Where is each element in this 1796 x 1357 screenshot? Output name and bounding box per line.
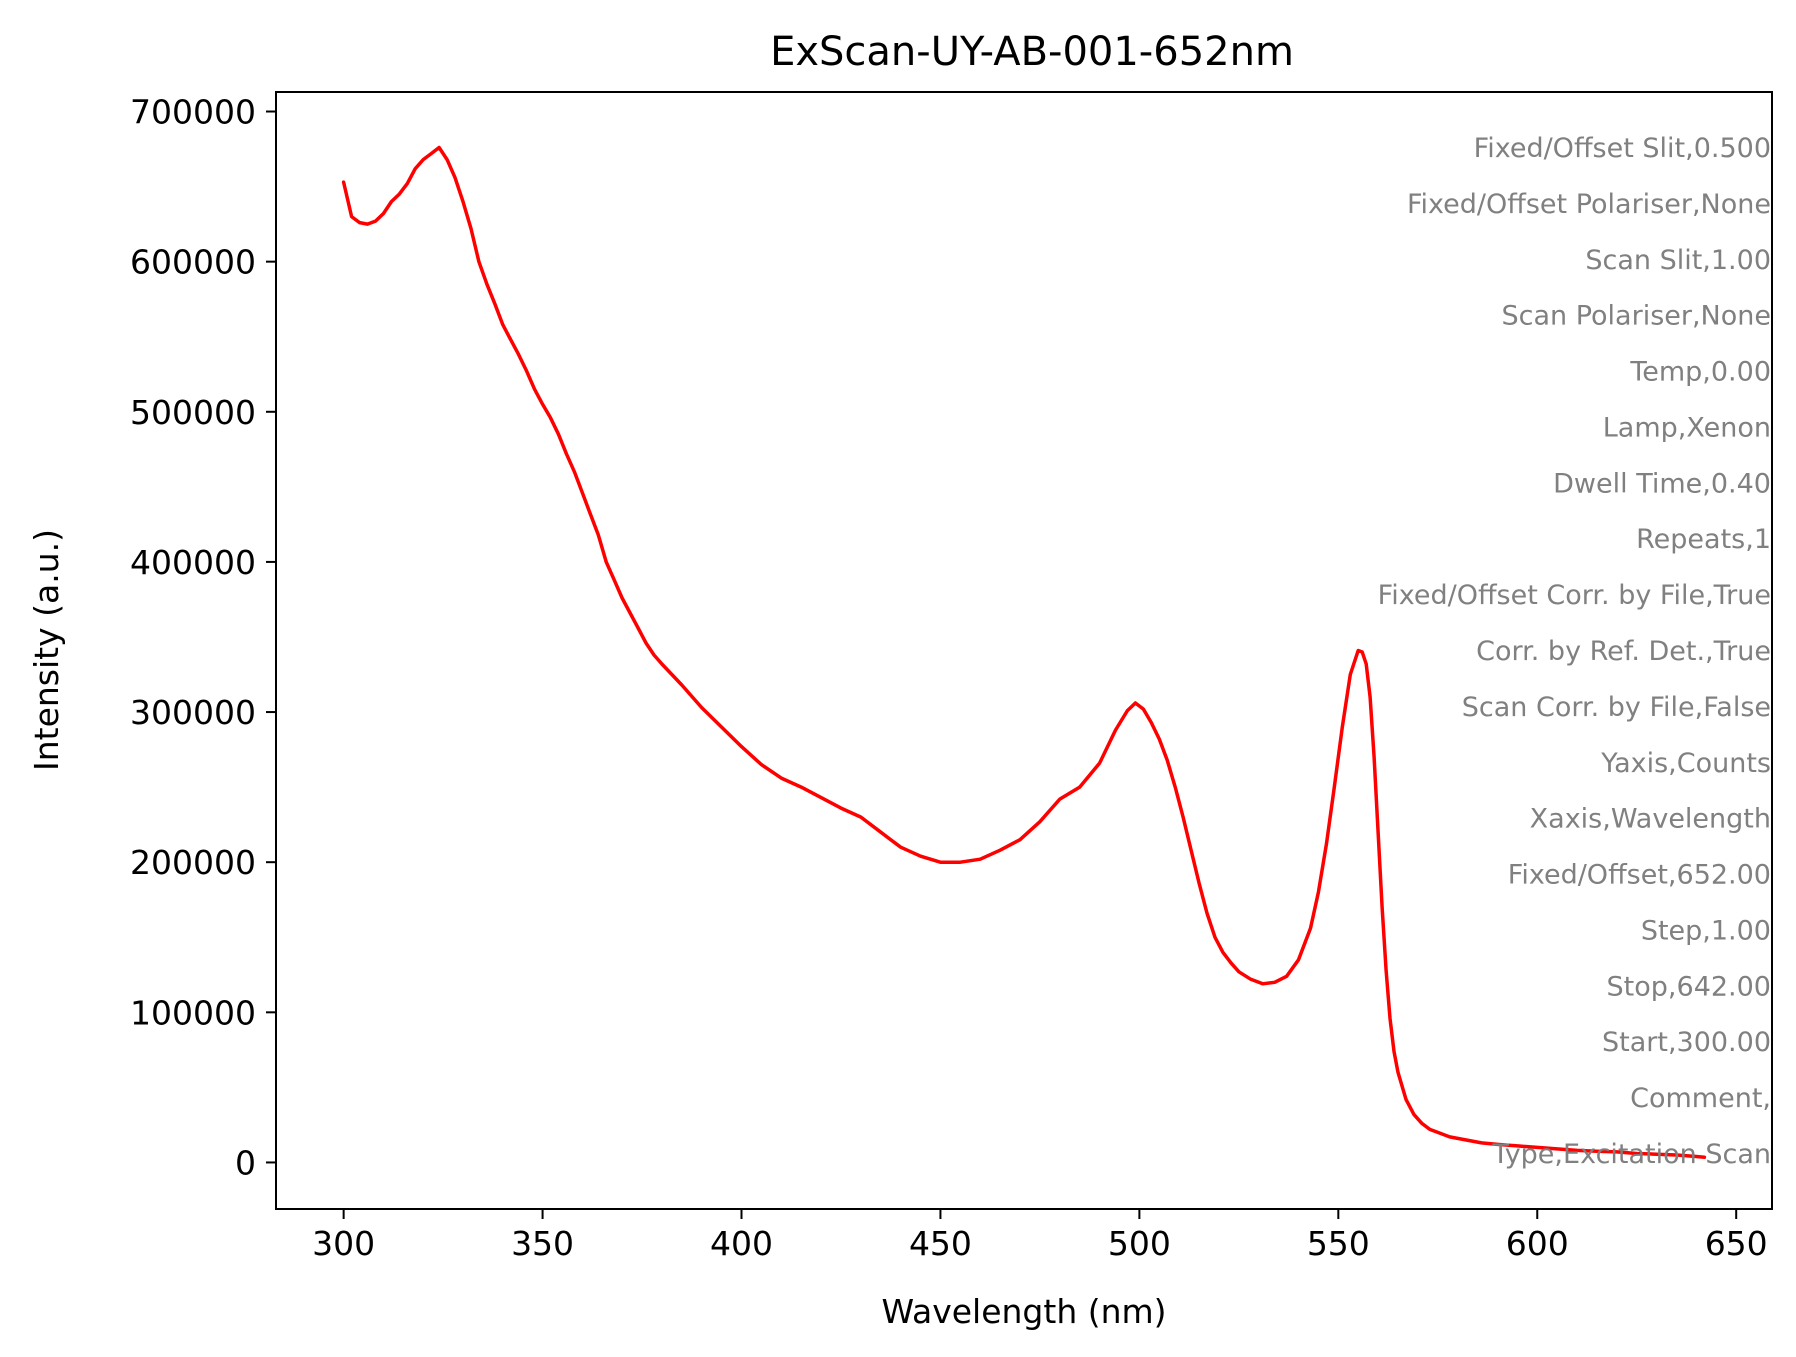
y-tick-label: 400000 <box>130 543 256 582</box>
metadata-line: Type,Excitation Scan <box>1491 1139 1771 1170</box>
x-tick-label: 650 <box>1705 1224 1768 1263</box>
metadata-line: Comment, <box>1630 1083 1771 1114</box>
metadata-line: Step,1.00 <box>1641 915 1771 946</box>
plot-frame <box>275 91 1773 1210</box>
metadata-line: Xaxis,Wavelength <box>1530 804 1771 835</box>
y-tick-label: 300000 <box>130 693 256 732</box>
metadata-annotations: Fixed/Offset Slit,0.500 Fixed/Offset Pola… <box>1378 133 1771 1170</box>
y-axis-label: Intensity (a.u.) <box>27 529 66 771</box>
y-tick-label: 200000 <box>130 843 256 882</box>
metadata-line: Lamp,Xenon <box>1603 412 1771 443</box>
metadata-line: Temp,0.00 <box>1629 357 1771 388</box>
y-tick-label: 600000 <box>130 243 256 282</box>
metadata-line: Start,300.00 <box>1602 1027 1771 1058</box>
chart-title: ExScan-UY-AB-001-652nm <box>770 29 1294 75</box>
metadata-line: Fixed/Offset Slit,0.500 <box>1474 133 1771 164</box>
x-tick-label: 500 <box>1108 1224 1171 1263</box>
y-tick-label: 700000 <box>130 93 256 132</box>
x-tick-label: 550 <box>1307 1224 1370 1263</box>
axis-ticks: 300 350 400 450 500 550 600 650 0 100000 200000 300… <box>130 93 1768 1263</box>
metadata-line: Scan Corr. by File,False <box>1462 692 1771 723</box>
x-tick-label: 400 <box>710 1224 773 1263</box>
series-line <box>341 145 1707 1159</box>
x-tick-label: 600 <box>1506 1224 1569 1263</box>
x-tick-label: 350 <box>511 1224 574 1263</box>
metadata-line: Corr. by Ref. Det.,True <box>1476 636 1771 667</box>
metadata-line: Repeats,1 <box>1636 524 1771 555</box>
metadata-line: Fixed/Offset Polariser,None <box>1407 189 1771 220</box>
y-tick-label: 0 <box>235 1143 256 1182</box>
metadata-line: Scan Slit,1.00 <box>1585 245 1771 276</box>
y-tick-label: 500000 <box>130 393 256 432</box>
y-tick-label: 100000 <box>130 993 256 1032</box>
metadata-line: Stop,642.00 <box>1607 971 1771 1002</box>
x-tick-label: 300 <box>312 1224 375 1263</box>
plot-area <box>341 145 1707 1159</box>
x-axis-label: Wavelength (nm) <box>881 1292 1166 1331</box>
metadata-line: Yaxis,Counts <box>1600 748 1771 779</box>
metadata-line: Fixed/Offset,652.00 <box>1508 860 1771 891</box>
metadata-line: Scan Polariser,None <box>1501 301 1771 332</box>
metadata-line: Dwell Time,0.40 <box>1553 468 1771 499</box>
x-tick-label: 450 <box>909 1224 972 1263</box>
metadata-line: Fixed/Offset Corr. by File,True <box>1378 580 1771 611</box>
